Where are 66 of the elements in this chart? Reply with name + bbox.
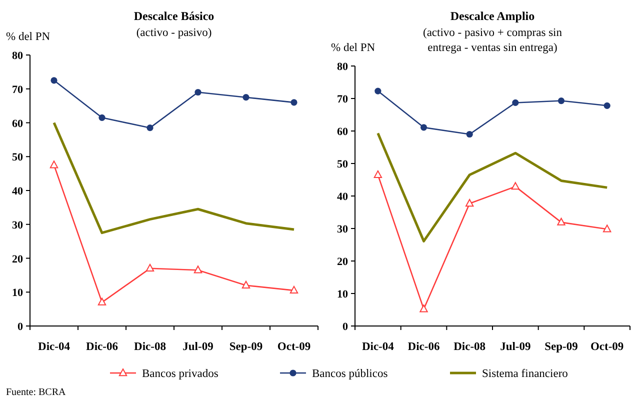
x-tick-label: Dic-08 xyxy=(134,341,166,353)
point xyxy=(466,130,473,138)
legend-label: Bancos privados xyxy=(142,368,219,380)
line-series xyxy=(52,122,296,234)
point xyxy=(146,264,154,272)
y-tick-label: 20 xyxy=(337,256,348,268)
point xyxy=(602,224,612,232)
point xyxy=(512,99,519,106)
point xyxy=(50,160,58,168)
x-tick-label: Sep-09 xyxy=(229,341,263,353)
point xyxy=(50,77,58,84)
point xyxy=(194,88,202,96)
y-tick-label: 50 xyxy=(12,152,24,164)
x-tick-label: Oct-09 xyxy=(277,341,311,353)
point xyxy=(374,170,382,178)
x-tick-label: Jul-09 xyxy=(182,341,214,353)
y-axis-title: % del PN xyxy=(331,42,376,54)
x-tick-label: Dic-08 xyxy=(454,341,486,353)
point xyxy=(604,102,610,109)
point xyxy=(242,280,250,288)
chart-subtitle: (activo - pasivo) xyxy=(136,27,212,39)
y-axis-title: % del PN xyxy=(6,31,51,43)
point xyxy=(290,99,298,106)
y-tick-label: 10 xyxy=(12,287,24,300)
y-tick-label: 70 xyxy=(12,84,24,96)
y-tick-label: 70 xyxy=(337,94,348,106)
y-tick-label: 60 xyxy=(12,118,24,130)
y-tick-label: 0 xyxy=(18,321,24,333)
y-tick-label: 60 xyxy=(337,126,348,138)
y-tick-label: 80 xyxy=(12,50,24,62)
y-tick-label: 0 xyxy=(342,321,348,333)
x-tick-label: Jul-09 xyxy=(500,341,531,353)
point xyxy=(420,304,428,312)
point xyxy=(465,198,474,207)
y-tick-label: 40 xyxy=(12,186,24,198)
y-tick-label: 20 xyxy=(12,253,24,266)
point xyxy=(98,298,106,306)
legend-label: Sistema financiero xyxy=(482,368,568,380)
source-note: Fuente: BCRA xyxy=(6,387,67,398)
x-tick-label: Dic-06 xyxy=(408,341,440,353)
x-tick-label: Sep-09 xyxy=(544,341,578,353)
point xyxy=(374,88,382,94)
line-series xyxy=(376,132,608,242)
y-tick-label: 30 xyxy=(12,219,24,232)
chart-title: Descalce Básico xyxy=(134,9,214,23)
y-tick-label: 40 xyxy=(337,191,348,203)
y-tick-label: 50 xyxy=(337,158,348,170)
point xyxy=(98,114,106,121)
chart-title: Descalce Amplio xyxy=(450,9,535,23)
chart-subtitle: (activo - pasivo + compras sin entrega - ventas sin entrega) xyxy=(422,27,562,54)
y-tick-label: 80 xyxy=(337,61,348,73)
x-tick-label: Dic-04 xyxy=(38,341,70,353)
x-tick-label: Dic-04 xyxy=(362,341,394,353)
y-tick-label: 10 xyxy=(337,288,348,300)
point xyxy=(420,124,428,131)
point xyxy=(511,182,520,190)
point xyxy=(194,266,202,274)
x-tick-label: Oct-09 xyxy=(590,341,624,353)
point xyxy=(557,218,566,226)
point xyxy=(146,124,154,132)
point xyxy=(290,286,298,294)
x-tick-label: Dic-06 xyxy=(86,341,118,353)
legend-label: Bancos públicos xyxy=(312,368,388,380)
point xyxy=(242,94,250,101)
point xyxy=(558,97,565,104)
y-tick-label: 30 xyxy=(337,224,348,236)
